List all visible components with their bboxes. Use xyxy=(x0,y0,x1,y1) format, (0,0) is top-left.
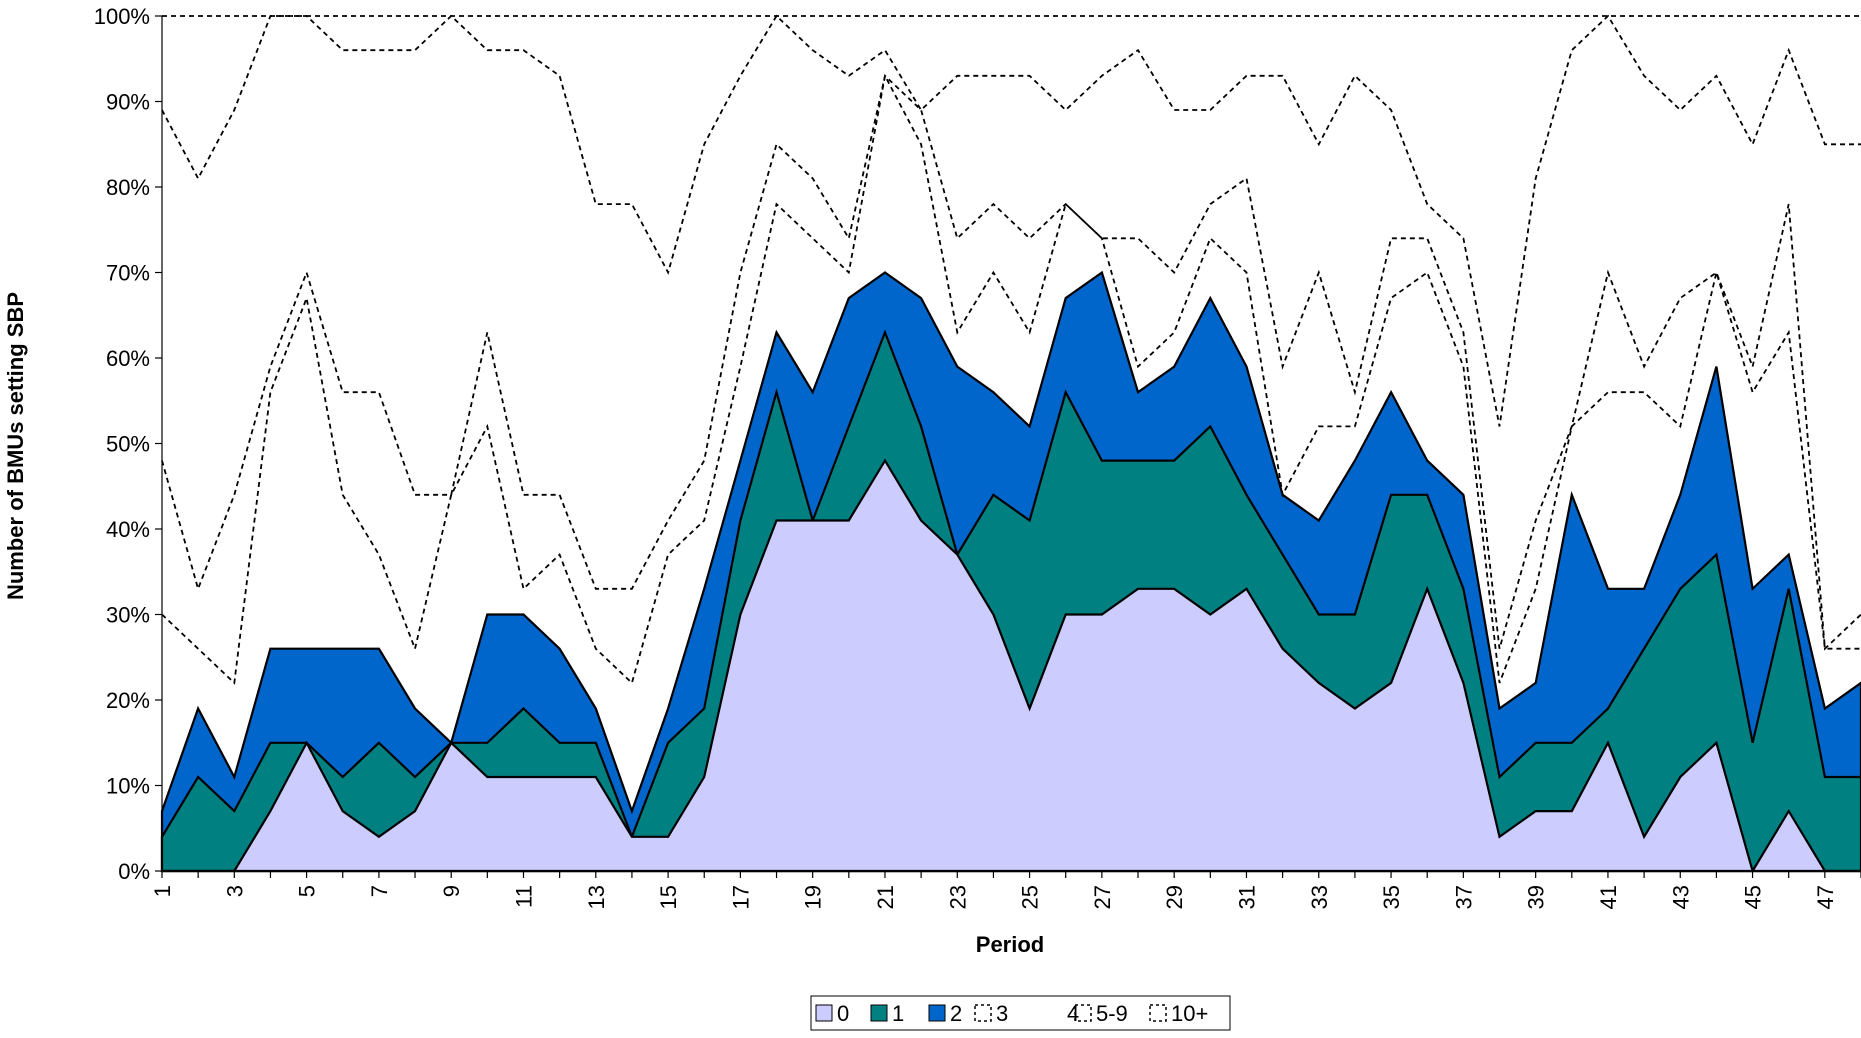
dashed-series-lines xyxy=(161,14,1861,685)
x-tick-label: 17 xyxy=(728,885,753,909)
legend-swatch-3 xyxy=(974,1004,992,1022)
y-axis-title: Number of BMUs setting SBP xyxy=(3,292,28,600)
x-axis-ticks: 1 3 5 7 9 11 13 15 17 19 21 23 25 27 29 31 33 35 37 39 41 43 4… xyxy=(150,871,1861,909)
y-tick-label: 90% xyxy=(106,90,150,115)
x-axis-title: Period xyxy=(976,932,1044,957)
filled-areas xyxy=(160,270,1861,874)
x-tick-label: 19 xyxy=(801,885,826,909)
legend-swatch-5-9 xyxy=(1074,1004,1092,1022)
x-tick-label: 47 xyxy=(1813,885,1838,909)
y-tick-label: 0% xyxy=(118,859,150,884)
x-tick-label: 9 xyxy=(439,885,464,897)
y-tick-label: 80% xyxy=(106,175,150,200)
x-tick-label: 21 xyxy=(873,885,898,909)
area-series-0 xyxy=(162,458,1861,874)
x-tick-label: 29 xyxy=(1162,885,1187,909)
x-tick-label: 27 xyxy=(1090,885,1115,909)
legend-label-10plus: 10+ xyxy=(1171,1001,1208,1026)
x-tick-label: 41 xyxy=(1596,885,1621,909)
y-tick-label: 30% xyxy=(106,603,150,628)
y-tick-label: 20% xyxy=(106,688,150,713)
x-tick-label: 39 xyxy=(1524,885,1549,909)
x-tick-label: 7 xyxy=(367,885,392,897)
legend-label-3: 3 xyxy=(996,1001,1008,1026)
legend-swatch-0 xyxy=(815,1004,833,1022)
legend-label-0: 0 xyxy=(837,1001,849,1026)
legend: 0 1 2 3 4 5-9 10+ xyxy=(810,995,1231,1031)
y-tick-label: 40% xyxy=(106,517,150,542)
line-series-5-9 xyxy=(161,14,1861,427)
legend-swatch-1 xyxy=(870,1004,888,1022)
x-tick-label: 45 xyxy=(1741,885,1766,909)
x-tick-label: 25 xyxy=(1018,885,1043,909)
y-tick-label: 70% xyxy=(106,261,150,286)
line-series-3 xyxy=(161,73,1861,685)
y-tick-label: 10% xyxy=(106,774,150,799)
x-tick-label: 11 xyxy=(511,885,536,908)
legend-swatch-10plus xyxy=(1149,1004,1167,1022)
x-tick-label: 23 xyxy=(945,885,970,909)
legend-label-2: 2 xyxy=(950,1001,962,1026)
x-tick-label: 31 xyxy=(1234,885,1259,909)
legend-swatch-2 xyxy=(928,1004,946,1022)
x-tick-label: 13 xyxy=(584,885,609,909)
y-tick-label: 100% xyxy=(94,4,150,29)
x-tick-label: 43 xyxy=(1668,885,1693,909)
y-axis-ticks: 0% 10% 20% 30% 40% 50% 60% 70% 80% 90% 100% xyxy=(94,4,162,884)
x-tick-label: 33 xyxy=(1307,885,1332,909)
legend-label-5-9: 5-9 xyxy=(1096,1001,1128,1026)
x-tick-label: 1 xyxy=(150,885,175,897)
legend-label-4: 4 xyxy=(1067,1001,1079,1026)
x-tick-label: 5 xyxy=(295,885,320,897)
x-tick-label: 15 xyxy=(656,885,681,909)
y-tick-label: 60% xyxy=(106,346,150,371)
x-tick-label: 35 xyxy=(1379,885,1404,909)
y-tick-label: 50% xyxy=(106,432,150,457)
x-tick-label: 37 xyxy=(1451,885,1476,909)
line-series-4 xyxy=(161,74,1861,651)
x-tick-label: 3 xyxy=(222,885,247,897)
legend-label-1: 1 xyxy=(892,1001,904,1026)
